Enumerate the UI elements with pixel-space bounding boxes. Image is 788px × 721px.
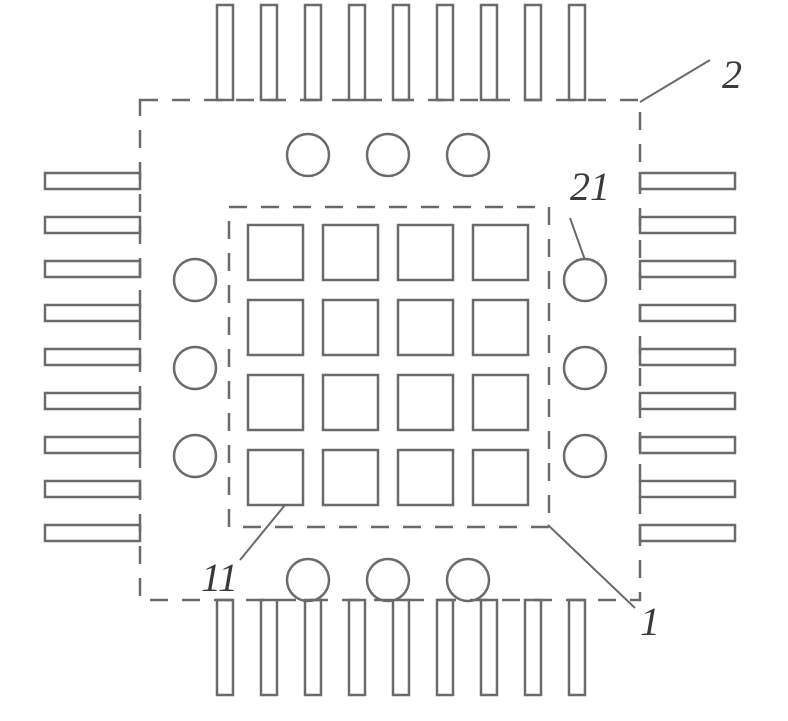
callout-label: 21 bbox=[570, 164, 610, 209]
callout-label: 1 bbox=[640, 599, 660, 644]
callout-label: 2 bbox=[722, 52, 742, 97]
callout-label: 11 bbox=[201, 555, 238, 600]
